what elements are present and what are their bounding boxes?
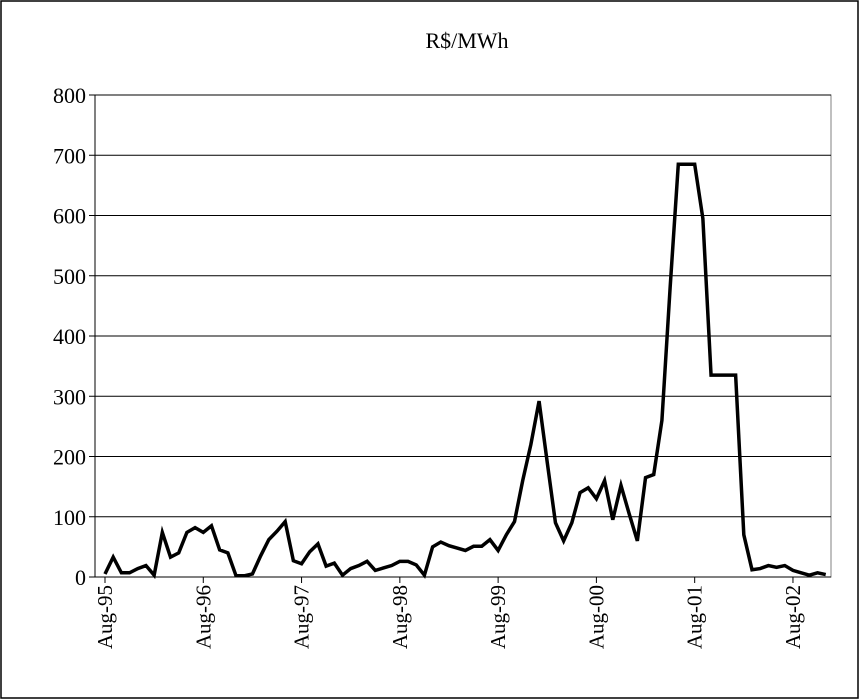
chart-title: R$/MWh [425,28,508,53]
y-tick-label: 300 [53,384,86,409]
x-tick-label: Aug-97 [290,585,314,649]
y-tick-label: 400 [53,324,86,349]
y-tick-label: 0 [75,565,86,590]
y-tick-label: 600 [53,204,86,229]
x-tick-label: Aug-01 [683,585,707,649]
x-tick-label: Aug-96 [191,585,215,649]
x-tick-label: Aug-00 [584,585,608,649]
y-tick-label: 700 [53,143,86,168]
x-tick-label: Aug-98 [388,585,412,649]
y-tick-label: 100 [53,505,86,530]
y-tick-label: 200 [53,445,86,470]
x-tick-label: Aug-99 [486,585,510,649]
x-tick-label: Aug-95 [93,585,117,649]
y-tick-label: 500 [53,264,86,289]
x-tick-label: Aug-02 [781,585,805,649]
y-tick-label: 800 [53,83,86,108]
line [103,162,827,580]
